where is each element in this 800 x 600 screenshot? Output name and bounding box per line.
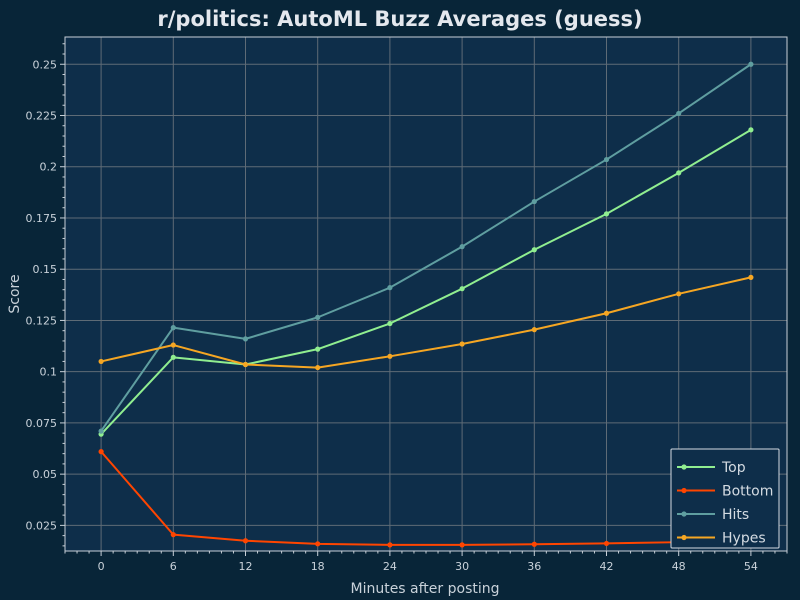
data-point-bottom bbox=[459, 542, 465, 548]
legend: Top Bottom Hits Hypes bbox=[670, 448, 780, 549]
x-axis-label: Minutes after posting bbox=[350, 581, 499, 597]
series-line-hypes bbox=[100, 276, 752, 369]
data-point-bottom bbox=[242, 538, 249, 544]
data-point-hypes bbox=[748, 274, 754, 280]
data-point-top bbox=[676, 170, 682, 176]
y-tick-label: 0.2 bbox=[40, 161, 58, 174]
y-tick-label: 0.15 bbox=[33, 263, 58, 276]
series-line-hits bbox=[100, 63, 752, 432]
legend-label-hits: Hits bbox=[722, 507, 749, 523]
data-point-hypes bbox=[603, 310, 610, 316]
data-point-bottom bbox=[315, 541, 321, 547]
data-point-bottom bbox=[387, 542, 393, 548]
data-point-top bbox=[531, 247, 537, 253]
data-point-hypes bbox=[531, 327, 537, 333]
chart-title: r/politics: AutoML Buzz Averages (guess) bbox=[157, 7, 642, 31]
data-point-hypes bbox=[242, 361, 249, 368]
data-point-top bbox=[315, 346, 321, 352]
y-tick-label: 0.1 bbox=[40, 366, 58, 379]
plot-area bbox=[65, 37, 787, 551]
x-tick-label: 6 bbox=[170, 560, 177, 573]
x-tick-label: 48 bbox=[672, 560, 686, 573]
series-bottom bbox=[98, 449, 754, 548]
legend-marker-hypes bbox=[681, 534, 687, 541]
legend-label-bottom: Bottom bbox=[722, 484, 773, 500]
data-point-hits bbox=[315, 314, 321, 320]
legend-item-bottom: Bottom bbox=[677, 484, 773, 500]
data-point-hits bbox=[98, 428, 104, 434]
legend-marker-hits bbox=[681, 511, 687, 517]
data-point-hits bbox=[387, 285, 393, 291]
data-point-bottom bbox=[98, 449, 104, 455]
y-tick-label: 0.175 bbox=[26, 212, 58, 225]
legend-label-top: Top bbox=[721, 460, 746, 476]
data-point-hits bbox=[603, 156, 610, 163]
y-tick-label: 0.075 bbox=[26, 417, 58, 430]
legend-label-hypes: Hypes bbox=[722, 531, 766, 547]
series-line-top bbox=[100, 128, 752, 435]
data-point-hits bbox=[676, 110, 682, 117]
data-point-hits bbox=[459, 244, 465, 250]
data-point-hypes bbox=[676, 291, 682, 297]
data-point-hypes bbox=[170, 342, 176, 348]
data-point-top bbox=[459, 286, 465, 292]
data-point-hits bbox=[242, 336, 249, 342]
y-axis-label: Score bbox=[7, 274, 23, 313]
x-tick-label: 24 bbox=[383, 560, 397, 573]
legend-item-hypes: Hypes bbox=[677, 531, 766, 547]
series-layer bbox=[98, 61, 754, 548]
legend-box bbox=[670, 448, 780, 549]
y-tick-label: 0.125 bbox=[26, 314, 58, 327]
data-point-bottom bbox=[170, 532, 176, 538]
data-point-top bbox=[170, 354, 176, 360]
x-tick-label: 54 bbox=[744, 560, 758, 573]
data-point-top bbox=[748, 127, 754, 133]
legend-item-hits: Hits bbox=[677, 507, 749, 523]
series-line-bottom bbox=[100, 450, 751, 546]
series-hypes bbox=[98, 274, 754, 371]
data-point-hits bbox=[748, 61, 754, 67]
data-point-hypes bbox=[459, 341, 465, 347]
x-tick-label: 18 bbox=[311, 560, 325, 573]
x-tick-label: 36 bbox=[527, 560, 541, 573]
x-tick-label: 0 bbox=[98, 560, 105, 573]
data-point-hypes bbox=[98, 358, 104, 365]
data-point-top bbox=[603, 211, 610, 217]
x-tick-label: 42 bbox=[600, 560, 614, 573]
legend-marker-bottom bbox=[681, 487, 687, 494]
data-point-hypes bbox=[387, 353, 393, 359]
axis-ticks: 0 6 12 18 24 30 36 42 48 54 0.025 0.05 0.075 0.1 0.125… bbox=[26, 36, 788, 573]
x-tick-label: 30 bbox=[455, 560, 469, 573]
y-tick-label: 0.25 bbox=[33, 58, 58, 71]
legend-item-top: Top bbox=[677, 460, 746, 476]
data-point-bottom bbox=[603, 540, 610, 547]
y-tick-label: 0.225 bbox=[26, 109, 58, 122]
data-point-hits bbox=[170, 325, 176, 331]
data-point-hypes bbox=[315, 364, 321, 371]
legend-marker-top bbox=[681, 464, 687, 470]
series-hits bbox=[98, 61, 754, 434]
data-point-top bbox=[387, 320, 393, 327]
y-tick-label: 0.05 bbox=[33, 468, 58, 481]
x-tick-label: 12 bbox=[239, 560, 253, 573]
grid bbox=[65, 37, 787, 551]
data-point-bottom bbox=[531, 541, 537, 547]
y-tick-label: 0.025 bbox=[26, 519, 58, 532]
data-point-hits bbox=[531, 198, 537, 205]
